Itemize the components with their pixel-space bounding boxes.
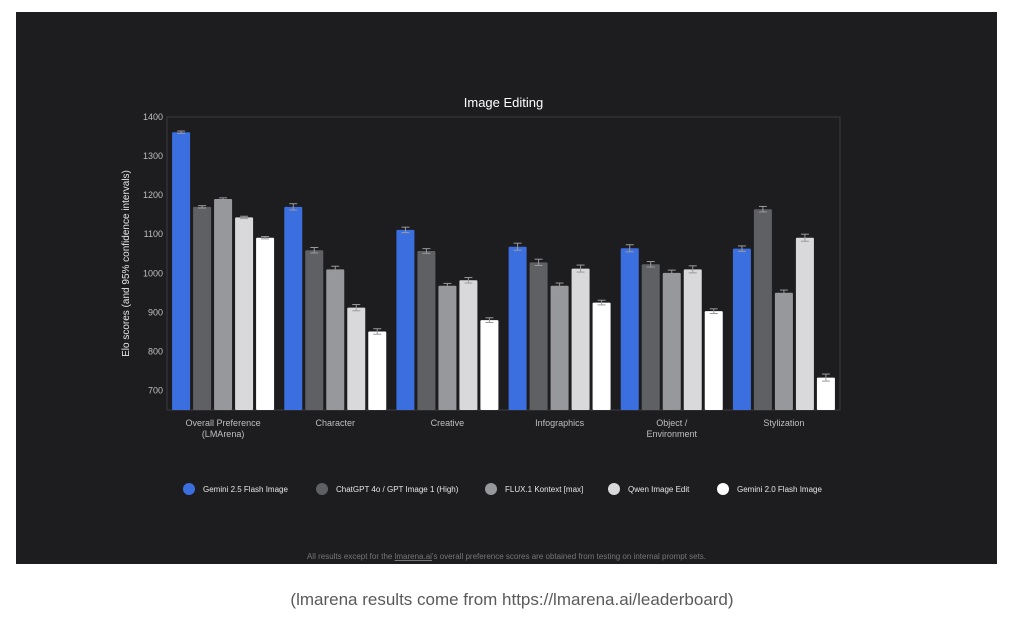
bar: [214, 199, 233, 410]
footnote-text-after: 's overall preference scores are obtaine…: [431, 552, 707, 561]
bar: [732, 248, 751, 410]
bar: [816, 377, 835, 410]
y-tick-label: 1100: [144, 229, 163, 239]
bar: [795, 237, 814, 410]
y-tick-label: 1200: [143, 190, 163, 200]
bar: [480, 320, 499, 410]
legend-label: Gemini 2.0 Flash Image: [737, 485, 822, 494]
bar: [662, 272, 681, 410]
y-tick-label: 800: [148, 346, 163, 356]
bar: [641, 264, 660, 410]
bar: [284, 206, 303, 410]
bar: [753, 209, 772, 410]
caption: (lmarena results come from https://lmare…: [290, 590, 734, 609]
legend-label: Gemini 2.5 Flash Image: [203, 485, 288, 494]
y-axis-label: Elo scores (and 95% confidence intervals…: [121, 170, 132, 357]
y-tick-label: 1300: [143, 151, 163, 161]
legend-label: ChatGPT 4o / GPT Image 1 (High): [336, 485, 459, 494]
legend-swatch: [316, 483, 328, 495]
bar: [305, 250, 324, 410]
legend-swatch: [608, 483, 620, 495]
bar: [368, 331, 387, 410]
bar: [347, 307, 366, 410]
x-tick-label: Character: [315, 418, 355, 428]
bar: [326, 269, 345, 410]
bar: [459, 280, 478, 410]
x-tick-label: Overall Preference: [186, 418, 261, 428]
legend-label: Qwen Image Edit: [628, 485, 690, 494]
x-tick-label: Object /: [656, 418, 688, 428]
bar: [592, 302, 611, 410]
legend-swatch: [717, 483, 729, 495]
y-tick-label: 1400: [143, 112, 163, 122]
x-tick-label: Stylization: [763, 418, 804, 428]
bar: [193, 206, 212, 410]
legend-swatch: [183, 483, 195, 495]
legend-label: FLUX.1 Kontext [max]: [505, 485, 583, 494]
footnote-text-before: All results except for the: [306, 552, 395, 561]
y-tick-label: 1000: [143, 268, 163, 278]
footnote: All results except for the lmarena.ai's …: [16, 552, 997, 561]
x-tick-label: (LMArena): [202, 429, 245, 439]
legend-swatch: [485, 483, 497, 495]
bar: [683, 269, 702, 410]
chart-panel: Image Editing 700 800 900 1000 1100 1200 1300 14…: [16, 12, 997, 564]
chart-title: Image Editing: [464, 95, 544, 110]
bar: [529, 262, 548, 410]
y-tick-label: 700: [148, 385, 163, 395]
x-tick-label: Creative: [431, 418, 465, 428]
elo-bar-chart: Image Editing 700 800 900 1000 1100 1200 1300 14…: [121, 95, 841, 495]
bar: [704, 311, 723, 410]
lmarena-link[interactable]: lmarena.ai: [394, 552, 432, 561]
plot-frame: [166, 116, 841, 411]
y-tick-label: 900: [148, 307, 163, 317]
bar: [396, 229, 415, 410]
bar: [438, 285, 457, 410]
bar: [774, 292, 793, 410]
bar: [620, 248, 639, 410]
bar: [550, 285, 569, 410]
bar: [256, 237, 275, 410]
bar: [508, 246, 527, 410]
bar: [571, 268, 590, 410]
x-tick-label: Environment: [646, 429, 697, 439]
bar: [172, 132, 191, 410]
bar: [417, 250, 436, 410]
bar: [235, 217, 254, 410]
x-tick-label: Infographics: [535, 418, 585, 428]
